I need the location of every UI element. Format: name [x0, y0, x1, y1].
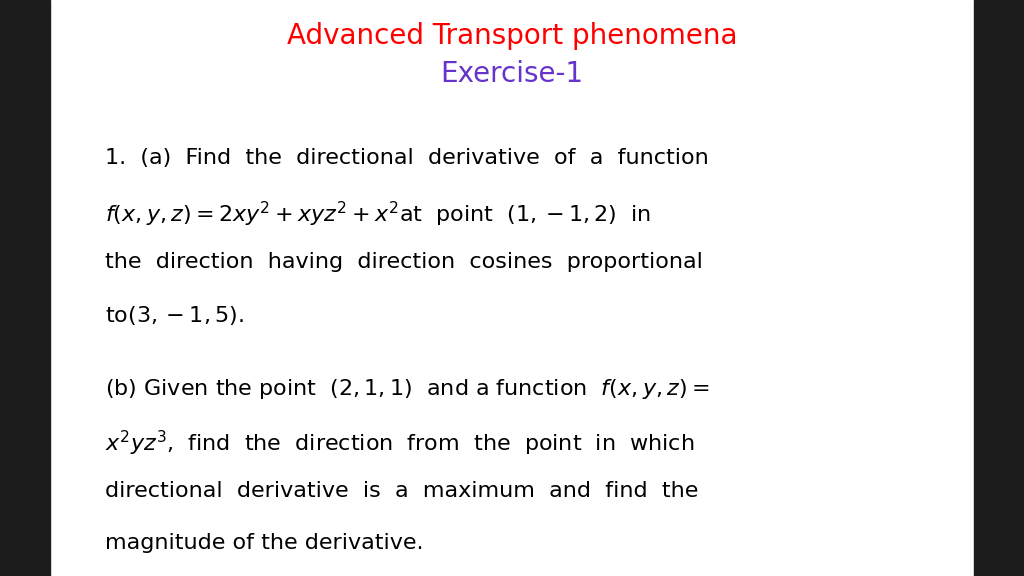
Text: the  direction  having  direction  cosines  proportional: the direction having direction cosines p…	[105, 252, 702, 272]
Text: magnitude of the derivative.: magnitude of the derivative.	[105, 533, 424, 553]
Text: Exercise-1: Exercise-1	[440, 60, 584, 88]
Text: Advanced Transport phenomena: Advanced Transport phenomena	[287, 22, 737, 50]
Text: directional  derivative  is  a  maximum  and  find  the: directional derivative is a maximum and …	[105, 481, 698, 501]
Bar	[0, 0, 50, 576]
Text: (b) Given the point  $(2,1,1)$  and a function  $f(x,y,z) =$: (b) Given the point $(2,1,1)$ and a func…	[105, 377, 710, 401]
Text: $x^2yz^3$,  find  the  direction  from  the  point  in  which: $x^2yz^3$, find the direction from the p…	[105, 429, 694, 458]
Text: $f(x,y,z) = 2xy^2 + xyz^2 + x^2$at  point  $(1,-1,2)$  in: $f(x,y,z) = 2xy^2 + xyz^2 + x^2$at point…	[105, 200, 651, 229]
Text: 1.  (a)  Find  the  directional  derivative  of  a  function: 1. (a) Find the directional derivative o…	[105, 148, 709, 168]
Text: to$(3,-1,5)$.: to$(3,-1,5)$.	[105, 304, 244, 327]
Bar	[974, 0, 1024, 576]
